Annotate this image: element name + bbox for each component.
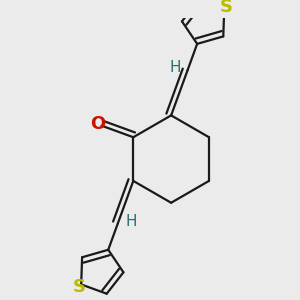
- Text: H: H: [169, 60, 181, 75]
- Text: S: S: [72, 278, 86, 296]
- Text: S: S: [220, 0, 233, 16]
- Text: H: H: [126, 214, 137, 230]
- Text: O: O: [90, 115, 105, 133]
